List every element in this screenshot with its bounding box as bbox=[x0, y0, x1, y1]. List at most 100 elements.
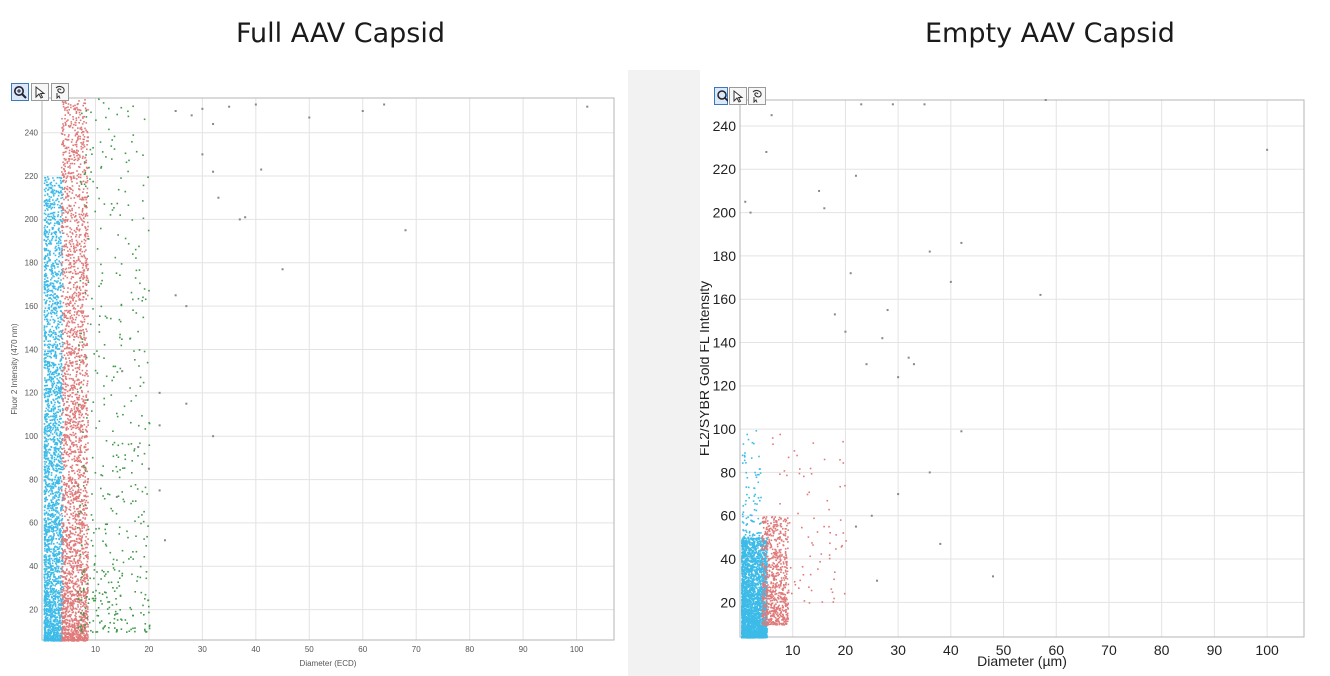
red-point bbox=[73, 159, 75, 161]
red-point bbox=[63, 198, 65, 201]
blue-point bbox=[44, 336, 47, 339]
red-point bbox=[70, 408, 73, 410]
red-point bbox=[87, 615, 89, 618]
blue-point bbox=[54, 447, 56, 450]
red-point bbox=[67, 364, 69, 367]
blue-point bbox=[47, 573, 49, 576]
red-point bbox=[62, 277, 65, 280]
blue-point bbox=[51, 206, 53, 209]
blue-point bbox=[54, 580, 56, 582]
blue-point bbox=[56, 314, 58, 317]
blue-point bbox=[58, 620, 61, 623]
blue-point bbox=[47, 633, 49, 636]
red-point bbox=[78, 299, 80, 301]
blue-point bbox=[47, 352, 49, 355]
blue-point bbox=[49, 376, 51, 379]
red-point bbox=[69, 263, 72, 266]
blue-point bbox=[46, 595, 48, 598]
blue-point bbox=[62, 180, 64, 183]
blue-point bbox=[56, 258, 58, 261]
red-point bbox=[83, 525, 85, 527]
blue-point bbox=[49, 200, 51, 203]
red-point bbox=[70, 329, 73, 331]
blue-point bbox=[44, 190, 47, 193]
red-point bbox=[80, 217, 82, 220]
red-point bbox=[67, 255, 70, 257]
red-point bbox=[87, 263, 89, 266]
red-point bbox=[63, 347, 66, 350]
blue-point bbox=[50, 410, 53, 413]
red-point bbox=[77, 138, 79, 141]
red-point bbox=[85, 206, 87, 209]
red-point bbox=[63, 447, 65, 450]
red-point bbox=[62, 151, 65, 154]
red-point bbox=[73, 245, 75, 247]
blue-point bbox=[54, 350, 57, 353]
red-point bbox=[78, 515, 80, 518]
red-point bbox=[68, 419, 70, 421]
red-point bbox=[68, 282, 70, 284]
blue-point bbox=[43, 443, 46, 446]
red-point bbox=[64, 616, 67, 618]
plot-area bbox=[42, 98, 614, 640]
red-point bbox=[84, 480, 87, 482]
red-point bbox=[61, 442, 63, 444]
blue-point bbox=[46, 430, 49, 433]
red-point bbox=[75, 436, 77, 439]
red-point bbox=[72, 299, 74, 301]
red-point bbox=[85, 490, 87, 492]
blue-point bbox=[44, 399, 47, 402]
blue-point bbox=[47, 522, 50, 525]
red-point bbox=[78, 491, 80, 493]
red-point bbox=[66, 494, 68, 496]
red-point bbox=[65, 180, 68, 182]
red-point bbox=[85, 593, 87, 595]
blue-point bbox=[49, 522, 52, 524]
blue-point bbox=[62, 466, 64, 468]
red-point bbox=[86, 214, 89, 217]
red-point bbox=[81, 500, 83, 502]
blue-point bbox=[44, 621, 47, 624]
blue-point bbox=[62, 366, 64, 369]
blue-point bbox=[43, 393, 46, 395]
blue-point bbox=[49, 212, 52, 215]
red-point bbox=[79, 438, 81, 441]
blue-point bbox=[49, 600, 51, 602]
blue-point bbox=[60, 505, 63, 508]
blue-point bbox=[59, 239, 62, 242]
blue-point bbox=[58, 512, 60, 514]
red-point bbox=[77, 448, 79, 451]
blue-point bbox=[59, 581, 62, 584]
blue-point bbox=[53, 436, 55, 439]
blue-point bbox=[61, 284, 63, 287]
blue-point bbox=[48, 406, 50, 409]
blue-point bbox=[48, 423, 50, 425]
blue-point bbox=[58, 547, 60, 550]
blue-point bbox=[52, 611, 54, 614]
blue-point bbox=[49, 636, 52, 639]
red-point bbox=[69, 591, 72, 593]
blue-point bbox=[55, 231, 58, 234]
blue-point bbox=[58, 389, 60, 392]
blue-point bbox=[47, 548, 49, 551]
red-point bbox=[66, 621, 69, 624]
blue-point bbox=[51, 304, 53, 307]
red-point bbox=[79, 632, 82, 634]
red-point bbox=[80, 234, 82, 236]
blue-point bbox=[48, 505, 51, 507]
blue-point bbox=[54, 247, 57, 249]
blue-point bbox=[48, 195, 51, 198]
red-point bbox=[81, 143, 83, 146]
red-point bbox=[76, 397, 79, 399]
blue-point bbox=[44, 472, 46, 475]
red-point bbox=[86, 461, 88, 464]
red-point bbox=[77, 514, 79, 516]
red-point bbox=[69, 309, 72, 312]
red-point bbox=[73, 350, 75, 352]
red-point bbox=[75, 316, 78, 319]
blue-point bbox=[53, 530, 55, 532]
blue-point bbox=[45, 523, 48, 525]
blue-point bbox=[49, 624, 51, 626]
red-point bbox=[84, 215, 87, 218]
red-point bbox=[73, 328, 76, 331]
